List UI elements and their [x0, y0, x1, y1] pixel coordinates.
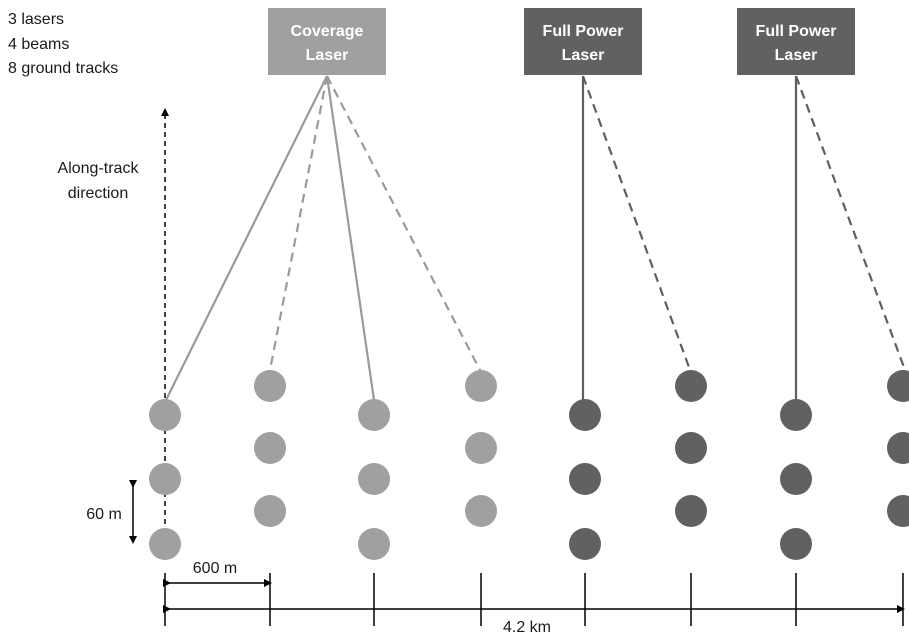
- beam-weak-2: [326, 75, 482, 373]
- beam-strong-1: [165, 75, 328, 401]
- full-power-laser-box-1: Full Power Laser: [524, 8, 642, 75]
- beam-strong-2: [325, 75, 376, 401]
- along-track-label-1: Along-track: [58, 160, 140, 177]
- spot: [675, 432, 707, 464]
- spot: [887, 432, 909, 464]
- full-power-beams: [581, 75, 907, 400]
- spot: [254, 370, 286, 402]
- spot: [780, 399, 812, 431]
- dimension-60m-label: 60 m: [86, 506, 122, 523]
- spot: [465, 432, 497, 464]
- spot: [358, 463, 390, 495]
- summary-lasers: 3 lasers: [8, 11, 64, 28]
- spot: [675, 370, 707, 402]
- spot: [887, 370, 909, 402]
- coverage-spots: [149, 370, 497, 560]
- along-track-label-2: direction: [68, 185, 128, 202]
- dimension-600m-label: 600 m: [193, 560, 237, 577]
- full-power-laser-1-label-1: Full Power: [543, 23, 624, 40]
- spot: [149, 463, 181, 495]
- spot: [358, 528, 390, 560]
- track-ticks: [164, 573, 904, 626]
- beam-weak-4: [794, 75, 907, 371]
- beam-weak-1: [268, 75, 329, 371]
- spot: [358, 399, 390, 431]
- spot: [465, 495, 497, 527]
- spot: [254, 495, 286, 527]
- spot: [887, 495, 909, 527]
- spot: [675, 495, 707, 527]
- spot: [465, 370, 497, 402]
- coverage-laser-box: Coverage Laser: [268, 8, 386, 75]
- dimension-total-label: 4.2 km: [503, 619, 551, 636]
- spot: [569, 463, 601, 495]
- spot: [149, 399, 181, 431]
- full-power-laser-1-label-2: Laser: [562, 47, 605, 64]
- coverage-laser-label-2: Laser: [306, 47, 349, 64]
- full-power-laser-2-label-2: Laser: [775, 47, 818, 64]
- full-power-spots: [569, 370, 909, 560]
- full-power-laser-box-2: Full Power Laser: [737, 8, 855, 75]
- spot: [149, 528, 181, 560]
- full-power-laser-2-label-1: Full Power: [756, 23, 837, 40]
- spot: [569, 528, 601, 560]
- beam-weak-3: [581, 75, 692, 371]
- coverage-beams: [165, 75, 482, 401]
- summary-beams: 4 beams: [8, 36, 69, 53]
- spot: [780, 528, 812, 560]
- summary-ground-tracks: 8 ground tracks: [8, 60, 118, 77]
- spot: [569, 399, 601, 431]
- spot: [780, 463, 812, 495]
- spot: [254, 432, 286, 464]
- coverage-laser-label-1: Coverage: [291, 23, 364, 40]
